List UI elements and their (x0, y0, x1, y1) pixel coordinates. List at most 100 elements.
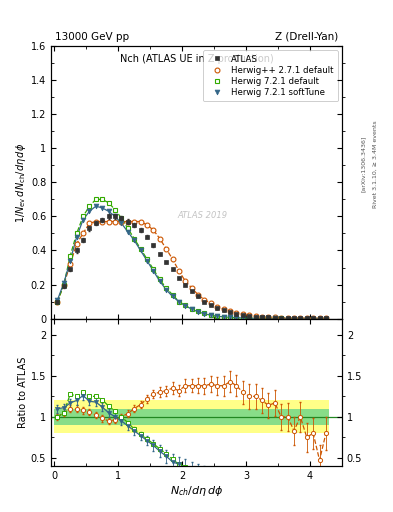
Herwig 7.2.1 softTune (311, 315, 316, 322)
ATLAS (209, 302, 213, 308)
Herwig 7.2.1 softTune (292, 315, 296, 322)
Herwig 7.2.1 softTune (228, 314, 232, 321)
ATLAS (151, 242, 156, 248)
ATLAS (279, 315, 283, 321)
Herwig 7.2.1 softTune (305, 315, 309, 322)
ATLAS (323, 315, 328, 322)
Herwig++ 2.7.1 default (253, 313, 258, 319)
Herwig 7.2.1 softTune (164, 287, 169, 293)
Herwig 7.2.1 default (106, 200, 111, 206)
Herwig++ 2.7.1 default (170, 256, 175, 262)
ATLAS (132, 222, 136, 228)
Herwig 7.2.1 default (87, 203, 92, 209)
Herwig 7.2.1 softTune (74, 234, 79, 240)
ATLAS (260, 314, 264, 320)
Line: Herwig 7.2.1 default: Herwig 7.2.1 default (55, 197, 329, 321)
Herwig 7.2.1 default (170, 292, 175, 298)
Herwig 7.2.1 default (317, 315, 322, 322)
Text: Nch (ATLAS UE in Z production): Nch (ATLAS UE in Z production) (119, 54, 274, 64)
Herwig++ 2.7.1 default (100, 219, 105, 225)
Herwig 7.2.1 softTune (285, 315, 290, 322)
Herwig++ 2.7.1 default (285, 315, 290, 321)
Herwig 7.2.1 softTune (260, 315, 264, 322)
Herwig 7.2.1 default (125, 225, 130, 231)
Herwig++ 2.7.1 default (196, 292, 200, 298)
Herwig 7.2.1 default (202, 310, 207, 316)
Herwig 7.2.1 default (221, 314, 226, 320)
Herwig 7.2.1 softTune (253, 315, 258, 322)
Herwig++ 2.7.1 default (298, 315, 303, 321)
Herwig++ 2.7.1 default (106, 219, 111, 225)
Herwig 7.2.1 default (241, 315, 245, 321)
Text: [arXiv:1306.3436]: [arXiv:1306.3436] (361, 136, 366, 192)
Herwig++ 2.7.1 default (87, 220, 92, 226)
Herwig 7.2.1 default (292, 315, 296, 322)
Herwig++ 2.7.1 default (202, 297, 207, 303)
Herwig++ 2.7.1 default (189, 285, 194, 291)
Herwig 7.2.1 softTune (189, 306, 194, 312)
Herwig++ 2.7.1 default (209, 300, 213, 306)
Herwig 7.2.1 softTune (209, 312, 213, 318)
ATLAS (253, 313, 258, 319)
ATLAS (266, 314, 271, 321)
ATLAS (234, 311, 239, 317)
Herwig 7.2.1 softTune (272, 315, 277, 322)
Y-axis label: $1/N_{\rm ev}\,dN_{\rm ch}/d\eta\,d\phi$: $1/N_{\rm ev}\,dN_{\rm ch}/d\eta\,d\phi$ (14, 142, 28, 223)
Herwig++ 2.7.1 default (234, 310, 239, 316)
ATLAS (113, 214, 118, 220)
ATLAS (189, 288, 194, 294)
Herwig++ 2.7.1 default (241, 311, 245, 317)
Herwig++ 2.7.1 default (228, 308, 232, 314)
Herwig 7.2.1 softTune (241, 315, 245, 321)
Herwig++ 2.7.1 default (81, 230, 85, 237)
Herwig 7.2.1 softTune (145, 258, 149, 264)
Herwig 7.2.1 default (215, 313, 220, 319)
Herwig 7.2.1 softTune (100, 205, 105, 211)
ATLAS (145, 234, 149, 240)
Herwig 7.2.1 softTune (247, 315, 252, 321)
Herwig++ 2.7.1 default (62, 282, 66, 288)
Herwig 7.2.1 softTune (234, 315, 239, 321)
Herwig 7.2.1 softTune (157, 278, 162, 284)
Herwig 7.2.1 default (119, 215, 124, 221)
Herwig 7.2.1 default (81, 214, 85, 220)
Herwig 7.2.1 default (74, 230, 79, 237)
Herwig 7.2.1 default (253, 315, 258, 321)
Herwig++ 2.7.1 default (151, 227, 156, 233)
Herwig 7.2.1 default (68, 252, 73, 259)
Herwig 7.2.1 softTune (298, 315, 303, 322)
Herwig 7.2.1 default (164, 285, 169, 291)
Herwig 7.2.1 default (311, 315, 316, 322)
Herwig 7.2.1 default (113, 206, 118, 212)
ATLAS (298, 315, 303, 322)
Herwig 7.2.1 softTune (151, 268, 156, 274)
Herwig 7.2.1 softTune (81, 217, 85, 223)
Herwig 7.2.1 softTune (196, 309, 200, 315)
Herwig 7.2.1 default (132, 236, 136, 242)
Herwig 7.2.1 softTune (202, 311, 207, 317)
Herwig 7.2.1 softTune (119, 220, 124, 226)
Herwig++ 2.7.1 default (138, 219, 143, 225)
Herwig 7.2.1 default (176, 298, 181, 305)
Herwig 7.2.1 default (62, 282, 66, 288)
ATLAS (55, 298, 60, 305)
ATLAS (292, 315, 296, 321)
Line: ATLAS: ATLAS (55, 214, 329, 321)
Herwig++ 2.7.1 default (317, 315, 322, 322)
Herwig 7.2.1 default (305, 315, 309, 322)
Herwig 7.2.1 default (196, 308, 200, 314)
ATLAS (68, 266, 73, 272)
Herwig++ 2.7.1 default (260, 313, 264, 319)
ATLAS (176, 274, 181, 281)
Herwig 7.2.1 softTune (125, 229, 130, 235)
Herwig 7.2.1 softTune (132, 237, 136, 243)
ATLAS (202, 298, 207, 305)
ATLAS (81, 237, 85, 243)
Herwig++ 2.7.1 default (323, 315, 328, 322)
Herwig++ 2.7.1 default (176, 268, 181, 274)
Herwig 7.2.1 default (247, 315, 252, 321)
Herwig 7.2.1 default (285, 315, 290, 322)
ATLAS (100, 217, 105, 223)
Herwig 7.2.1 default (209, 312, 213, 318)
ATLAS (74, 247, 79, 253)
